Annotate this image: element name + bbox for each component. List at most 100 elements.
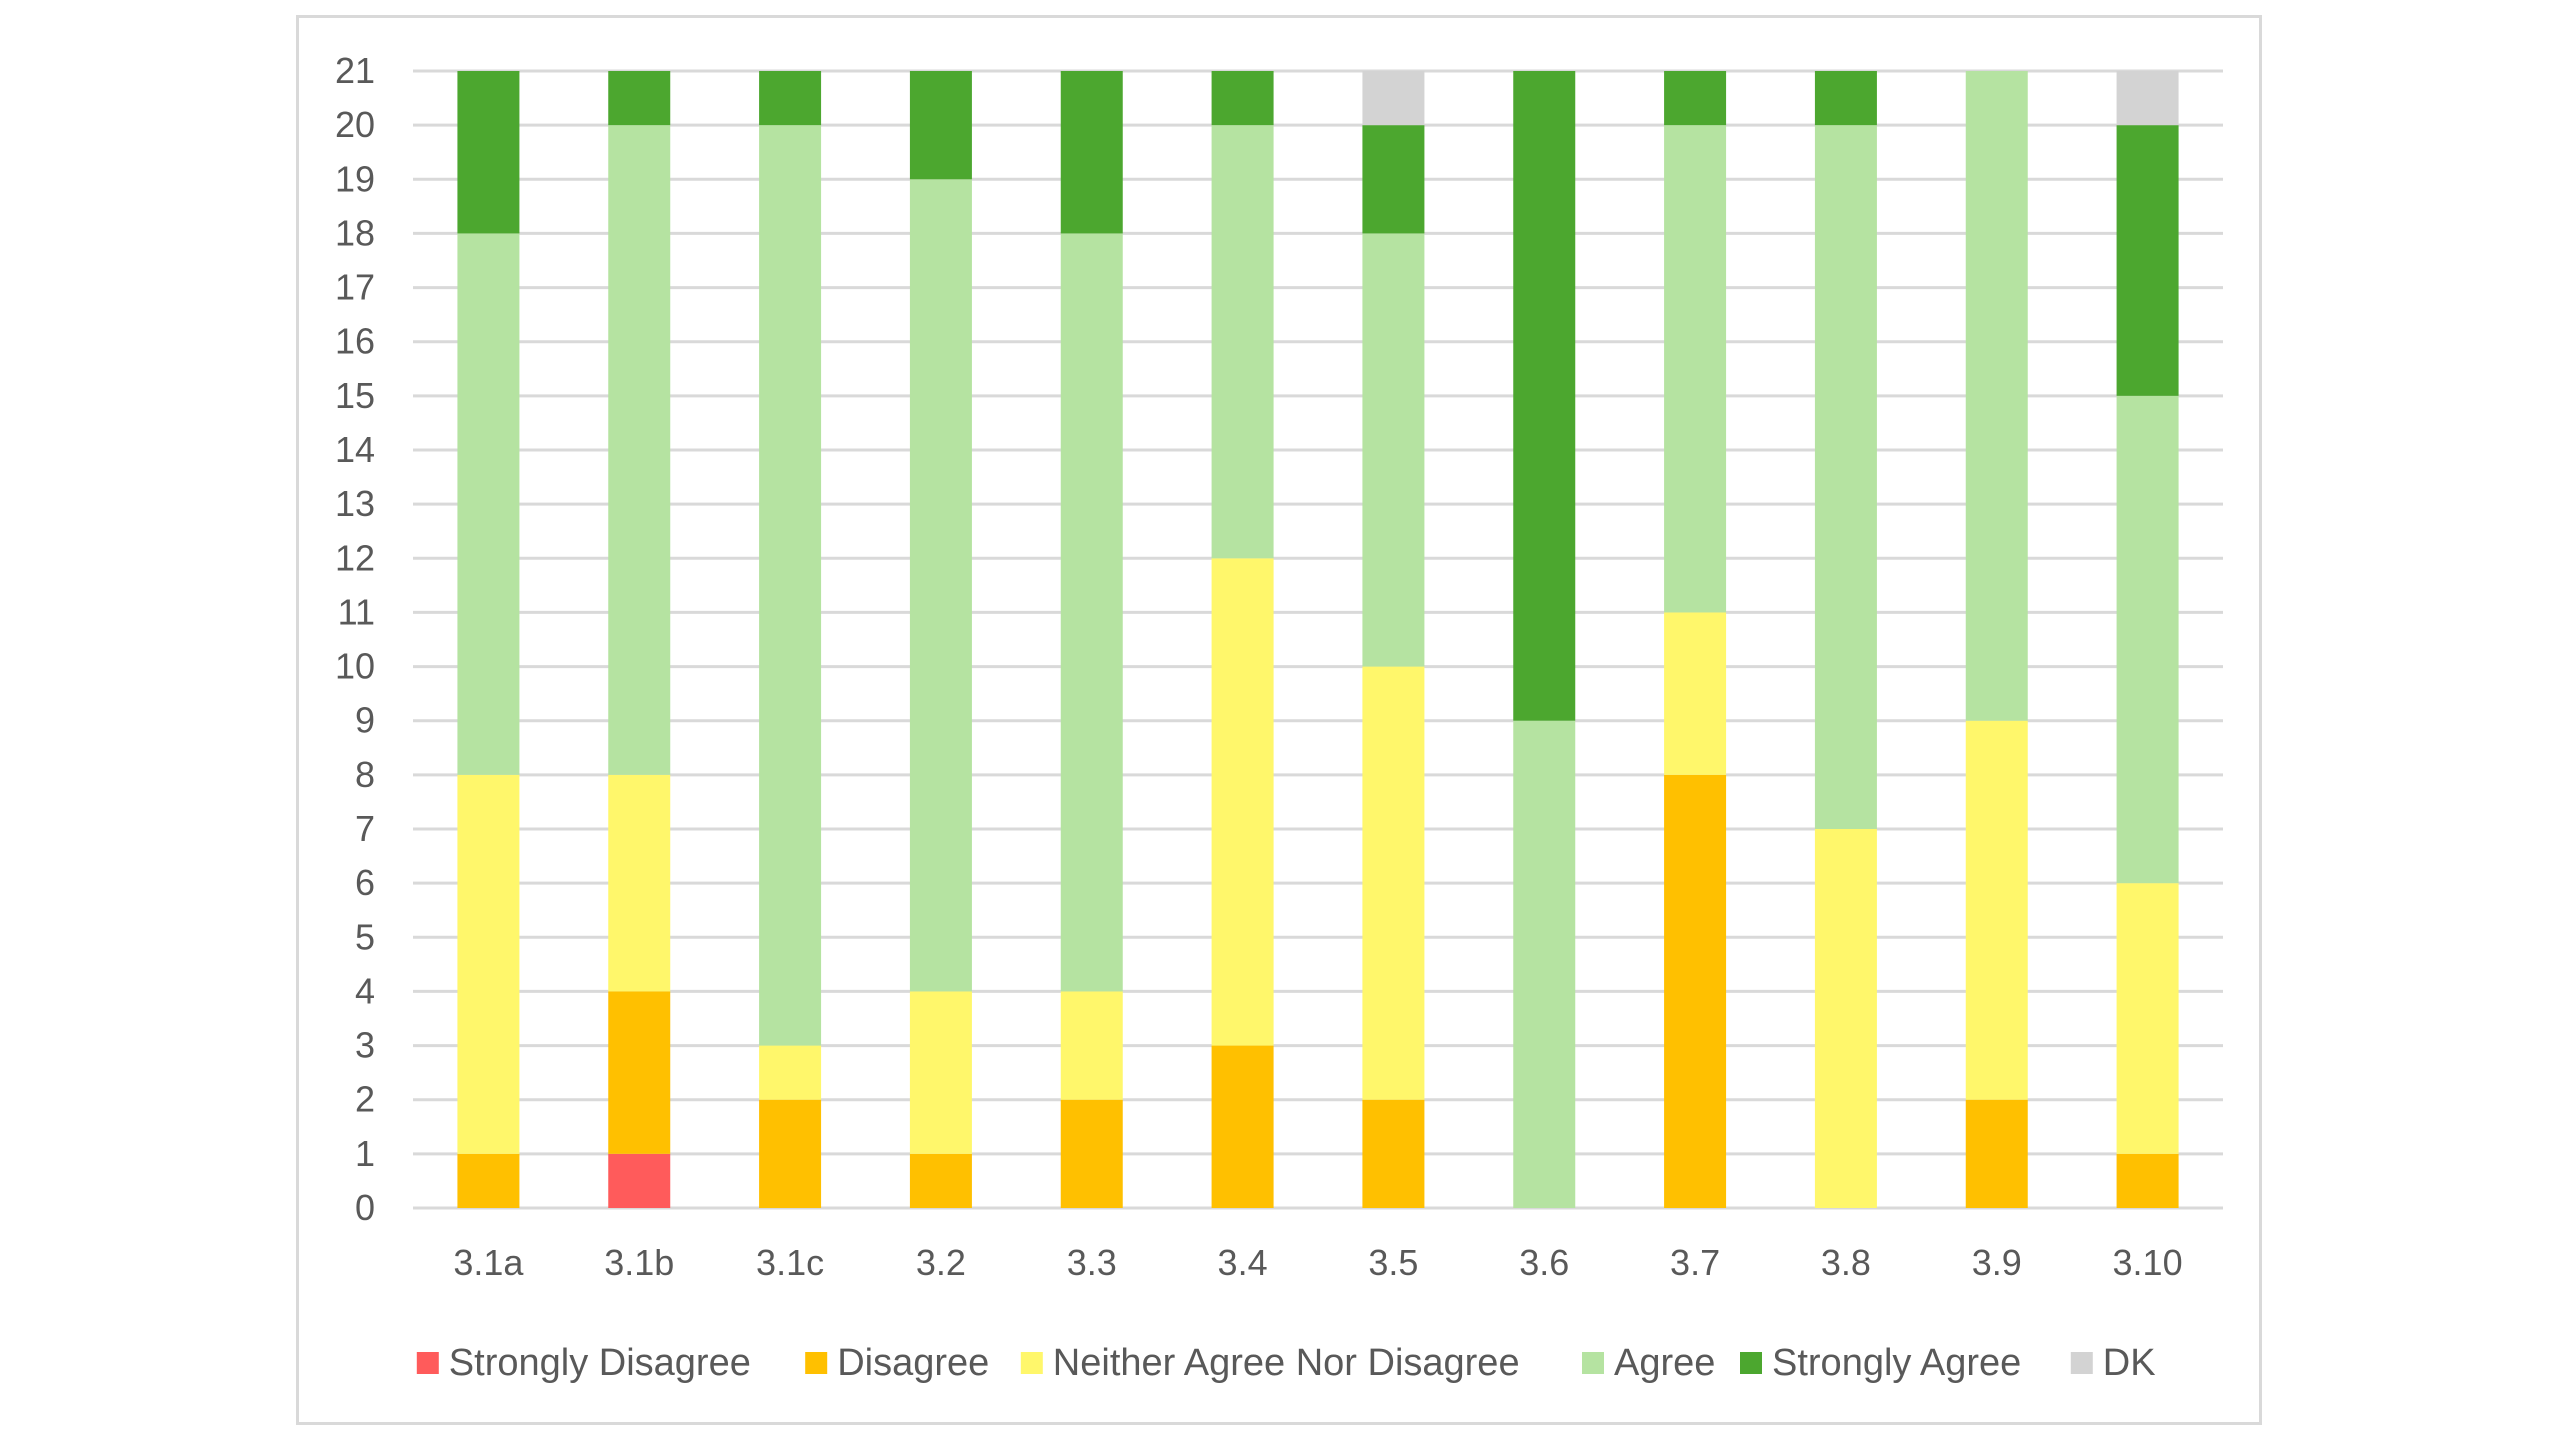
x-tick-label: 3.7 xyxy=(1670,1242,1720,1283)
bar-3-1a-disagree xyxy=(457,1153,520,1208)
legend-swatch xyxy=(1020,1352,1043,1374)
x-tick-label: 3.1b xyxy=(604,1242,674,1283)
bar-3-9-agree xyxy=(1965,71,2028,721)
y-tick-label: 20 xyxy=(335,104,375,145)
bar-3-1c-strongly-agree xyxy=(759,71,822,126)
bar-3-2-neither-agree-nor-disagree xyxy=(909,991,972,1154)
y-tick-label: 14 xyxy=(335,429,375,470)
y-tick-label: 3 xyxy=(355,1025,375,1066)
x-tick-label: 3.8 xyxy=(1821,1242,1871,1283)
bar-3-5-dk xyxy=(1362,71,1425,126)
bar-3-2-disagree xyxy=(909,1153,972,1208)
x-tick-label: 3.10 xyxy=(2113,1242,2183,1283)
y-tick-label: 9 xyxy=(355,700,375,741)
bar-3-1a-neither-agree-nor-disagree xyxy=(457,774,520,1154)
legend-label: DK xyxy=(2103,1342,2156,1384)
x-tick-label: 3.1c xyxy=(756,1242,824,1283)
bar-3-2-agree xyxy=(909,179,972,992)
y-tick-label: 13 xyxy=(335,483,375,524)
y-tick-label: 1 xyxy=(355,1133,375,1174)
bar-3-3-disagree xyxy=(1060,1099,1123,1208)
bar-3-8-strongly-agree xyxy=(1814,71,1877,126)
bar-3-5-strongly-agree xyxy=(1362,125,1425,234)
y-tick-label: 10 xyxy=(335,646,375,687)
y-tick-label: 18 xyxy=(335,212,375,253)
bar-3-8-neither-agree-nor-disagree xyxy=(1814,829,1877,1208)
legend-item-agree: Agree xyxy=(1582,1342,1715,1384)
bars xyxy=(457,71,2179,1208)
x-tick-label: 3.1a xyxy=(453,1242,524,1283)
bar-3-10-neither-agree-nor-disagree xyxy=(2116,883,2179,1154)
legend-label: Neither Agree Nor Disagree xyxy=(1053,1342,1520,1384)
gridlines xyxy=(413,69,2223,1210)
bar-3-1a-agree xyxy=(457,233,520,775)
y-tick-label: 2 xyxy=(355,1079,375,1120)
bar-3-1b-neither-agree-nor-disagree xyxy=(608,774,671,992)
bar-3-1b-disagree xyxy=(608,991,671,1154)
bar-3-4-agree xyxy=(1211,125,1274,559)
y-tick-label: 16 xyxy=(335,321,375,362)
y-tick-label: 17 xyxy=(335,267,375,308)
bar-3-6-agree xyxy=(1513,720,1576,1208)
bar-3-10-disagree xyxy=(2116,1153,2179,1208)
x-axis-ticks: 3.1a 3.1b 3.1c 3.2 3.3 3.4 3.5 3.6 3.7 3.8 3.9 3.10 xyxy=(453,1242,2182,1283)
bar-3-1b-strongly-disagree xyxy=(608,1153,671,1208)
bar-3-3-agree xyxy=(1060,233,1123,992)
bar-3-7-neither-agree-nor-disagree xyxy=(1664,612,1727,775)
bar-3-8-agree xyxy=(1814,125,1877,829)
bar-3-9-disagree xyxy=(1965,1099,2028,1208)
bar-3-7-agree xyxy=(1664,125,1727,613)
bar-3-1c-neither-agree-nor-disagree xyxy=(759,1045,822,1100)
legend-swatch xyxy=(416,1352,439,1374)
legend-swatch xyxy=(2070,1352,2093,1374)
bar-3-3-neither-agree-nor-disagree xyxy=(1060,991,1123,1100)
bar-3-1a-strongly-agree xyxy=(457,71,520,234)
y-tick-label: 19 xyxy=(335,158,375,199)
legend-item-strongly-agree: Strongly Agree xyxy=(1740,1342,2021,1384)
y-tick-label: 8 xyxy=(355,754,375,795)
bar-3-10-strongly-agree xyxy=(2116,125,2179,396)
x-tick-label: 3.3 xyxy=(1067,1242,1117,1283)
legend-label: Strongly Agree xyxy=(1772,1342,2021,1384)
legend-item-neither-agree-nor-disagree: Neither Agree Nor Disagree xyxy=(1020,1342,1520,1384)
x-tick-label: 3.9 xyxy=(1972,1242,2022,1283)
y-tick-label: 4 xyxy=(355,970,375,1011)
y-tick-label: 7 xyxy=(355,808,375,849)
bar-3-1c-agree xyxy=(759,125,822,1046)
legend-item-disagree: Disagree xyxy=(805,1342,989,1384)
x-tick-label: 3.2 xyxy=(916,1242,966,1283)
bar-3-1b-strongly-agree xyxy=(608,71,671,126)
bar-3-7-disagree xyxy=(1664,774,1727,1208)
legend-label: Strongly Disagree xyxy=(449,1342,751,1384)
bar-3-9-neither-agree-nor-disagree xyxy=(1965,720,2028,1100)
bar-3-1b-agree xyxy=(608,125,671,775)
y-tick-label: 0 xyxy=(355,1187,375,1228)
y-tick-label: 21 xyxy=(335,50,375,91)
bar-3-10-agree xyxy=(2116,395,2179,884)
y-tick-label: 12 xyxy=(335,537,375,578)
bar-3-4-strongly-agree xyxy=(1211,71,1274,126)
bar-3-6-strongly-agree xyxy=(1513,71,1576,721)
bar-3-5-neither-agree-nor-disagree xyxy=(1362,666,1425,1100)
bar-3-7-strongly-agree xyxy=(1664,71,1727,126)
legend-item-strongly-disagree: Strongly Disagree xyxy=(416,1342,751,1384)
y-tick-label: 11 xyxy=(338,591,375,632)
bar-3-5-disagree xyxy=(1362,1099,1425,1208)
x-tick-label: 3.6 xyxy=(1519,1242,1569,1283)
legend-item-dk: DK xyxy=(2070,1342,2156,1384)
y-tick-label: 5 xyxy=(355,916,375,957)
y-tick-label: 15 xyxy=(335,375,375,416)
bar-3-10-dk xyxy=(2116,71,2179,126)
legend-swatch xyxy=(805,1352,828,1374)
bar-3-3-strongly-agree xyxy=(1060,71,1123,234)
x-tick-label: 3.4 xyxy=(1218,1242,1268,1283)
chart-frame: 0 1 2 3 4 5 6 7 8 9 10 11 12 13 14 15 16 17 18 19 20 21 3.1a 3… xyxy=(296,15,2262,1425)
bar-3-1c-disagree xyxy=(759,1099,822,1208)
bar-3-2-strongly-agree xyxy=(909,71,972,180)
x-tick-label: 3.5 xyxy=(1368,1242,1418,1283)
legend-swatch xyxy=(1582,1352,1604,1374)
legend: Strongly Disagree Disagree Neither Agree N… xyxy=(416,1342,2156,1384)
legend-label: Disagree xyxy=(837,1342,989,1384)
